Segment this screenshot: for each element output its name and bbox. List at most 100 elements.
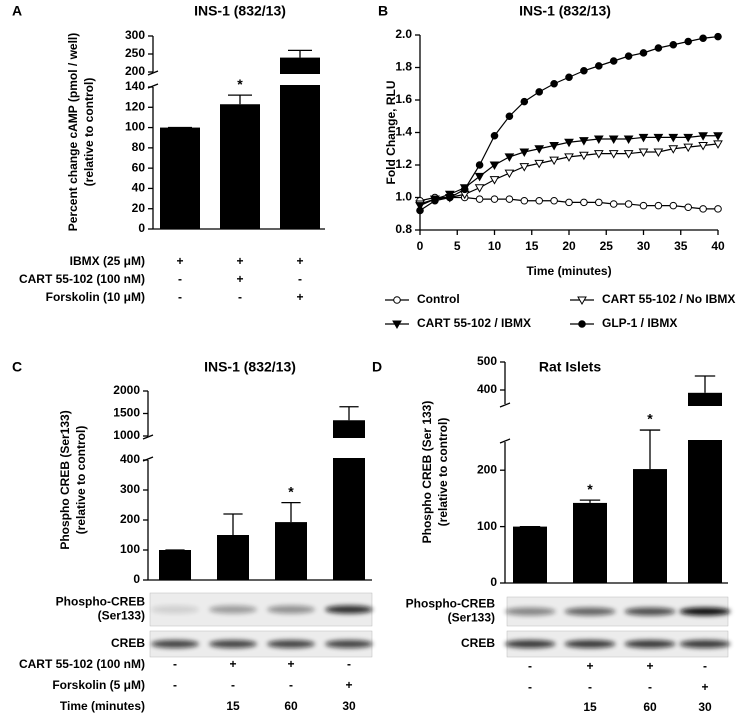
data-point [505,112,514,121]
data-point [623,150,634,159]
data-point [593,135,604,145]
data-point [699,34,707,43]
blot-label: (Ser133) [448,611,495,625]
legend-marker [392,320,402,330]
x-tick-label: 30 [637,239,651,253]
axis-break [147,83,159,89]
y-axis-label: Fold Change, RLU [384,81,398,185]
x-tick-label: 0 [417,239,424,253]
data-point [580,66,588,75]
data-point [608,150,619,159]
y-tick-label: 400 [477,382,497,396]
data-point [446,193,454,202]
condition-value: - [703,659,707,673]
y-tick-label: 2.0 [395,27,412,41]
condition-label: CART 55-102 (100 nM) [19,272,145,286]
y-tick-label: 2000 [113,383,140,397]
data-point [609,200,618,208]
blot-label: Phospho-CREB [56,595,146,609]
data-point [624,200,633,208]
y-tick-label: 100 [120,542,140,556]
data-point [549,142,559,151]
blot-band [267,640,315,648]
y-tick-label: 0 [133,572,140,586]
data-point [489,176,500,185]
blot-band [151,605,199,614]
legend-label: GLP-1 / IBMX [602,316,677,330]
y-tick-label: 300 [125,28,145,42]
condition-value: - [298,272,302,286]
y-tick-label: 1.4 [395,125,412,139]
data-point [474,172,485,182]
condition-value: + [236,254,243,268]
data-point [415,202,425,211]
data-point [713,140,723,149]
data-point [684,37,693,46]
data-point [534,159,545,169]
condition-value: - [173,678,177,692]
blot-band [267,605,315,614]
condition-value: + [586,659,593,673]
data-point [639,49,648,57]
data-point [668,133,679,143]
x-tick-label: 5 [454,239,461,253]
data-point [653,133,664,143]
x-axis-label: Time (minutes) [526,264,611,278]
panel-letter: C [12,359,22,375]
panel-title: INS-1 (832/13) [519,3,611,19]
y-tick-label: 500 [477,354,497,368]
data-point [624,52,633,60]
data-point [490,195,499,203]
y-axis-label: Phospho CREB (Ser 133) [420,401,434,544]
condition-label: CART 55-102 (100 nM) [19,657,145,671]
blot-label: CREB [111,636,145,650]
blot-band [564,640,616,648]
data-point [534,145,545,154]
y-tick-label: 200 [120,512,140,526]
condition-value: + [176,254,183,268]
data-point [416,206,424,215]
legend-marker [393,296,401,304]
condition-value: - [289,678,293,692]
significance-mark: * [587,481,593,497]
y-tick-label: 20 [132,201,146,215]
blot-band [564,607,616,616]
data-point [608,135,619,145]
condition-value: - [238,290,242,304]
y-tick-label: 1.0 [395,190,412,204]
blot-band [624,640,676,648]
y-tick-label: 40 [132,181,146,195]
legend-label: CART 55-102 / IBMX [417,316,531,330]
y-tick-label: 400 [120,452,140,466]
x-tick-label: 10 [488,239,502,253]
x-tick-label: 25 [600,239,614,253]
blot-band [325,640,373,648]
data-point [593,150,604,159]
data-point [654,44,663,52]
axis-break [499,402,511,408]
significance-mark: * [288,483,294,499]
data-point [579,151,589,161]
data-point [698,142,708,151]
data-point [474,184,485,193]
condition-label: Forskolin (10 μM) [46,290,145,304]
y-tick-label: 1000 [113,428,140,442]
y-tick-label: 0 [490,575,497,589]
condition-value: 30 [342,699,356,713]
blot-band [325,605,373,614]
blot-label: CREB [461,636,495,650]
data-point [669,40,678,49]
panel-letter: D [372,359,382,375]
data-point [519,163,530,172]
y-tick-label: 200 [125,64,145,78]
y-tick-label: 0 [138,221,145,235]
blot-label: (Ser133) [98,609,145,623]
blot-band [679,607,731,616]
data-point [713,132,723,141]
data-point [535,196,544,205]
panel-title: INS-1 (832/13) [194,3,286,19]
condition-value: + [296,254,303,268]
data-point [550,79,558,88]
significance-mark: * [237,76,243,92]
condition-value: + [646,659,653,673]
